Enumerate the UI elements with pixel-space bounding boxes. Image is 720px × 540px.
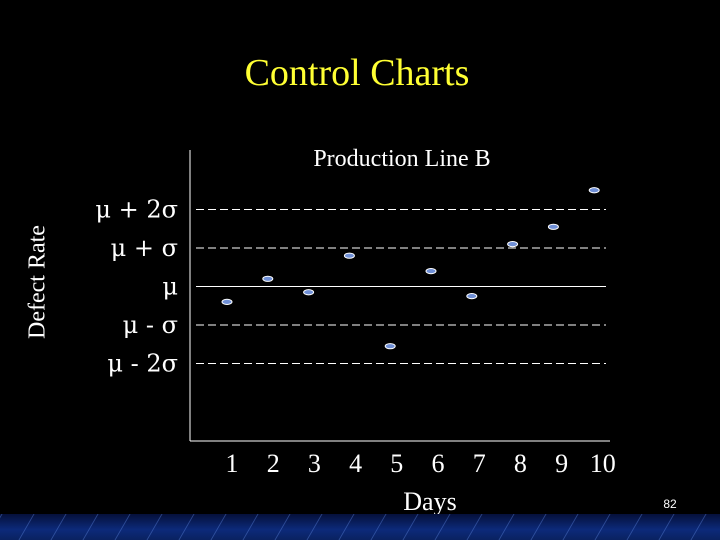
x-tick-label: 4 [349, 449, 362, 478]
data-point [588, 187, 600, 194]
data-point [262, 275, 274, 282]
slide-number: 82 [663, 497, 677, 511]
x-tick-label: 10 [590, 449, 616, 478]
x-tick-label: 5 [390, 449, 403, 478]
data-point [507, 241, 519, 248]
data-point [547, 223, 559, 230]
control-line-label-1: μ + σ [111, 234, 178, 262]
x-tick-label: 8 [514, 449, 527, 478]
control-line-label-0: μ + 2σ [95, 196, 178, 224]
data-point [466, 293, 478, 300]
data-point [425, 268, 437, 275]
data-point [303, 289, 315, 296]
x-tick-label: 2 [267, 449, 280, 478]
chart-title: Production Line B [313, 146, 490, 172]
x-tick-label: 7 [473, 449, 486, 478]
data-point [343, 252, 355, 259]
data-point [221, 298, 233, 305]
control-line-label-4: μ - 2σ [107, 350, 178, 378]
footer-band [0, 514, 720, 540]
x-tick-label: 9 [555, 449, 568, 478]
x-tick-label: 3 [308, 449, 321, 478]
x-axis-label: Days [403, 487, 456, 516]
x-tick-label: 6 [432, 449, 445, 478]
x-tick-label: 1 [226, 449, 239, 478]
control-line-label-2: μ [162, 273, 178, 301]
slide-title: Control Charts [244, 52, 470, 94]
control-line-label-3: μ - σ [123, 311, 178, 339]
data-point [384, 343, 396, 350]
